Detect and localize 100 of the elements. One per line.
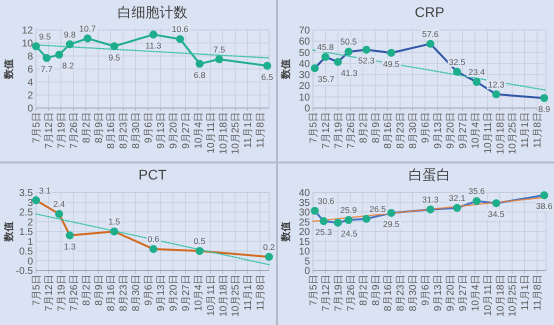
point [540,191,548,200]
x-tick-label: 10月4日 [193,112,204,149]
point [362,46,370,54]
chart-title: 白蛋白 [408,166,450,182]
point [265,252,273,261]
y-tick-label: 3.5 [19,188,34,199]
x-tick-label: 8月2日 [358,274,370,306]
x-tick-label: 8月9日 [370,274,382,306]
x-tick-label: 11月1日 [243,112,254,148]
x-tick-label: 9月13日 [433,112,444,149]
x-tick-label: 7月12日 [320,112,332,149]
x-tick-label: 9月20日 [168,274,180,312]
point [387,48,396,57]
x-tick-label: 11月8日 [256,274,267,310]
y-tick-label: 4 [27,78,34,88]
y-tick-label: 20 [298,81,310,92]
data-label: 11.3 [145,40,162,51]
data-label: 9.5 [39,31,52,42]
x-tick-label: 7月5日 [308,112,320,144]
x-tick-label: 9月6日 [420,274,432,306]
point [32,196,40,204]
point [149,245,158,254]
point [453,204,462,212]
point [320,217,328,226]
data-label: 0.5 [194,236,206,246]
x-tick-label: 8月2日 [81,112,92,144]
y-axis-title: 数值 [3,59,15,80]
point [387,208,396,217]
x-tick-label: 8月16日 [106,112,118,149]
point [55,50,64,59]
data-label: 32.1 [448,192,466,203]
y-tick-label: 60 [298,36,310,48]
x-tick-label: 7月5日 [308,274,320,306]
x-tick-label: 9月20日 [445,112,456,149]
x-tick-label: 7月26日 [68,112,80,149]
x-tick-label: 9月27日 [458,274,469,312]
data-label: 1.3 [64,241,76,252]
x-tick-label: 9月13日 [433,274,444,312]
data-label: 9.8 [64,29,76,40]
y-tick-label: 2 [27,90,34,102]
data-label: 25.9 [340,204,358,215]
data-label: 49.5 [382,58,400,69]
data-label: 29.5 [382,218,400,229]
data-label: 25.3 [315,227,332,238]
y-tick-label: 8 [27,52,34,62]
y-tick-label: 0 [304,266,310,277]
point [492,90,500,98]
x-tick-label: 11月8日 [532,274,544,310]
y-axis-title: 数值 [280,59,292,80]
x-tick-label: 7月19日 [56,274,68,312]
x-tick-label: 7月19日 [333,274,344,312]
data-label: 10.6 [172,24,189,34]
y-tick-label: 0 [27,256,34,268]
data-label: 34.5 [488,209,505,220]
point [426,205,434,214]
chart-title: PCT [138,166,167,182]
point [55,210,64,218]
y-tick-label: 30 [298,70,310,82]
point [32,42,40,50]
data-label: 7.7 [40,64,53,74]
y-tick-label: 15 [298,236,310,248]
x-tick-label: 8月23日 [396,274,407,312]
point [176,35,184,44]
y-tick-label: 3 [27,198,34,209]
x-tick-label: 7月26日 [68,274,80,312]
x-tick-label: 10月11日 [482,112,494,154]
x-tick-label: 10月25日 [508,274,519,317]
data-label: 12.3 [488,79,505,90]
y-tick-label: 2 [27,217,34,228]
y-tick-label: 0 [27,104,34,114]
x-tick-label: 9月27日 [180,112,192,149]
x-tick-label: 11月1日 [243,274,254,310]
x-tick-label: 7月26日 [346,112,357,149]
data-label: 52.3 [358,56,375,66]
x-tick-label: 9月6日 [420,112,432,144]
point [42,54,51,62]
data-label: 6.5 [261,72,274,82]
x-tick-label: 8月30日 [131,112,142,149]
x-tick-label: 10月11日 [206,274,217,316]
y-tick-label: 40 [298,58,310,70]
data-label: 0.2 [263,242,276,252]
x-tick-label: 9月20日 [445,274,456,312]
x-tick-label: 11月1日 [520,112,532,148]
data-label: 32.5 [448,56,466,67]
data-label: 0.6 [147,234,160,244]
point [110,228,118,236]
x-tick-label: 7月5日 [32,112,42,144]
x-tick-label: 10月11日 [206,112,217,154]
point [66,231,74,240]
y-axis-title: 数值 [280,222,292,242]
data-label: 57.6 [422,28,439,39]
x-tick-label: 10月4日 [470,112,482,149]
y-tick-label: -0.5 [16,266,34,277]
data-label: 8.9 [538,104,550,114]
data-label: 45.8 [317,42,334,52]
x-tick-label: 8月9日 [370,112,382,144]
data-label: 35.6 [468,186,486,196]
y-tick-label: 30 [298,208,310,218]
y-tick-label: 35 [298,198,310,209]
data-label: 31.3 [422,194,439,204]
